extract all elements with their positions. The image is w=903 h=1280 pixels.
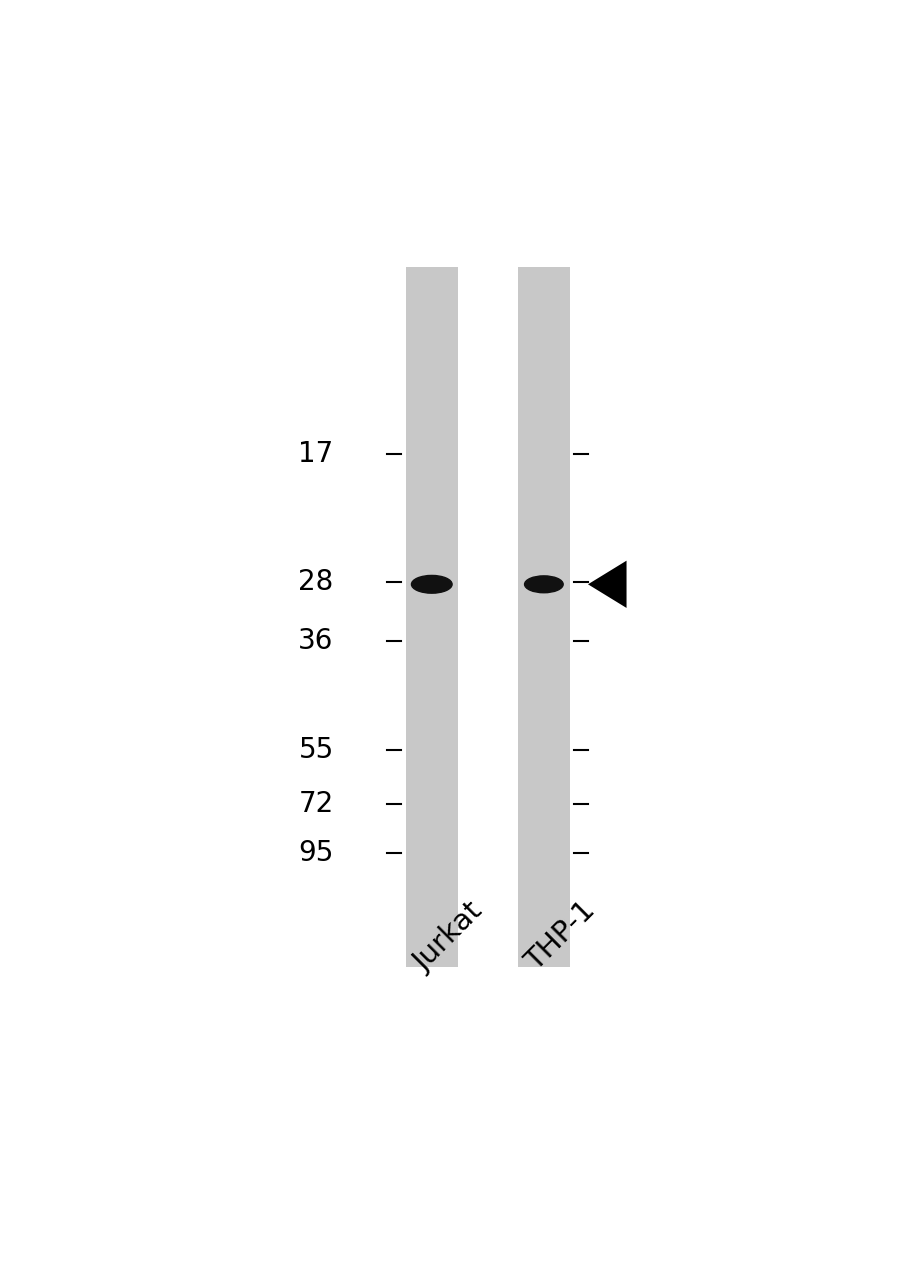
Text: 36: 36: [298, 627, 333, 655]
Ellipse shape: [524, 576, 563, 593]
Text: 17: 17: [298, 440, 333, 468]
Text: Jurkat: Jurkat: [408, 897, 488, 977]
Text: 95: 95: [298, 840, 333, 868]
Text: 72: 72: [298, 790, 333, 818]
Text: 55: 55: [298, 736, 333, 764]
Bar: [405, 268, 458, 966]
Ellipse shape: [411, 576, 452, 593]
Text: 28: 28: [298, 568, 333, 596]
Bar: [517, 268, 570, 966]
Polygon shape: [587, 561, 626, 608]
Text: THP-1: THP-1: [520, 896, 600, 977]
